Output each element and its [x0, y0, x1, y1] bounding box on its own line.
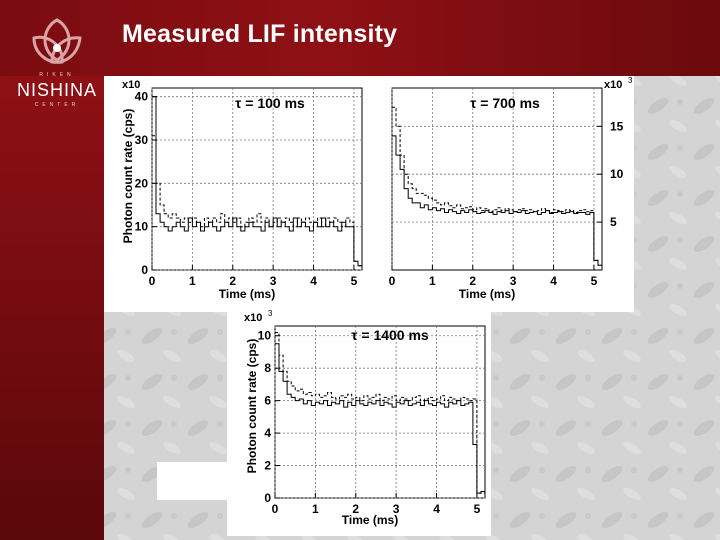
tau-annotation: τ = 700 ms [470, 95, 540, 111]
y-tick-label: 20 [135, 176, 149, 190]
panel-notch [157, 462, 237, 500]
x-axis-label: Time (ms) [219, 287, 275, 301]
x-tick-label: 3 [510, 274, 517, 288]
riken-swirl-icon [32, 18, 82, 64]
x-tick-label: 0 [272, 502, 279, 516]
x-tick-label: 1 [429, 274, 436, 288]
y-multiplier-label: x10 [122, 79, 140, 91]
plot-frame [151, 87, 363, 271]
y-tick-label: 5 [610, 215, 617, 229]
logo-center-text: CENTER [34, 102, 80, 108]
x-tick-label: 4 [310, 274, 317, 288]
series-1-line [275, 343, 485, 494]
x-tick-label: 2 [469, 274, 476, 288]
y-tick-label: 0 [264, 491, 271, 505]
slide-title: Measured LIF intensity [122, 20, 398, 48]
y-multiplier-label: x10 [244, 312, 262, 324]
y-tick-label: 0 [141, 263, 148, 277]
x-tick-label: 3 [393, 502, 400, 516]
x-tick-label: 4 [433, 502, 440, 516]
x-tick-label: 5 [351, 274, 358, 288]
logo-nishina-text: NISHINA [16, 80, 97, 100]
x-tick-label: 3 [270, 274, 277, 288]
y-multiplier-exponent: 3 [628, 76, 633, 85]
plot-frame [274, 325, 486, 499]
tau-annotation: τ = 1400 ms [351, 327, 429, 343]
y-tick-label: 6 [264, 394, 271, 408]
y-tick-label: 30 [135, 133, 149, 147]
series-2-line [275, 332, 485, 494]
x-tick-label: 1 [312, 502, 319, 516]
y-multiplier-exponent: 3 [268, 309, 273, 318]
x-tick-label: 1 [189, 274, 196, 288]
x-tick-label: 2 [229, 274, 236, 288]
x-tick-label: 5 [591, 274, 598, 288]
x-tick-label: 4 [550, 274, 557, 288]
y-tick-label: 40 [135, 90, 149, 104]
series-2-line [152, 135, 362, 267]
x-tick-label: 0 [149, 274, 156, 288]
y-tick-label: 15 [610, 119, 624, 133]
y-tick-label: 8 [264, 361, 271, 375]
y-tick-label: 10 [610, 167, 624, 181]
y-tick-label: 4 [264, 426, 271, 440]
series-2-line [392, 106, 602, 266]
y-tick-label: 2 [264, 459, 271, 473]
logo-riken-text: RIKEN [39, 72, 75, 78]
x-tick-label: 2 [352, 502, 359, 516]
y-tick-label: 10 [135, 220, 149, 234]
x-tick-label: 5 [474, 502, 481, 516]
left-band [0, 76, 104, 540]
x-axis-label: Time (ms) [342, 513, 398, 527]
y-axis-label: Photon count rate (cps) [245, 339, 259, 474]
plot-frame [391, 87, 603, 271]
x-axis-label: Time (ms) [459, 287, 515, 301]
y-multiplier-label: x10 [604, 79, 622, 91]
y-axis-label: Photon count rate (cps) [121, 109, 135, 244]
y-tick-label: 10 [258, 329, 272, 343]
series-1-line [392, 135, 602, 266]
tau-annotation: τ = 100 ms [235, 95, 305, 111]
header-band [0, 0, 720, 76]
x-tick-label: 0 [389, 274, 396, 288]
